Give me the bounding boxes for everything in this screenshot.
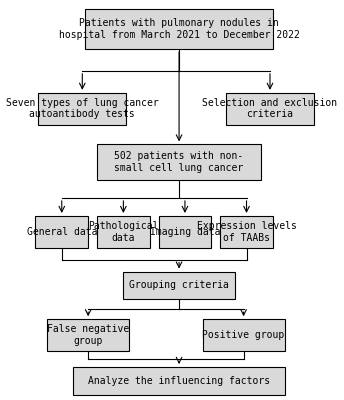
Text: Selection and exclusion
criteria: Selection and exclusion criteria	[202, 98, 337, 120]
FancyBboxPatch shape	[85, 9, 273, 49]
FancyBboxPatch shape	[203, 319, 284, 351]
Text: Seven types of lung cancer
autoantibody tests: Seven types of lung cancer autoantibody …	[6, 98, 159, 120]
FancyBboxPatch shape	[97, 216, 150, 248]
FancyBboxPatch shape	[159, 216, 211, 248]
FancyBboxPatch shape	[123, 272, 235, 299]
FancyBboxPatch shape	[38, 93, 126, 124]
Text: Grouping criteria: Grouping criteria	[129, 280, 229, 290]
Text: Positive group: Positive group	[203, 330, 285, 340]
Text: False negative
group: False negative group	[47, 324, 129, 346]
FancyBboxPatch shape	[226, 93, 314, 124]
Text: Analyze the influencing factors: Analyze the influencing factors	[88, 376, 270, 386]
FancyBboxPatch shape	[35, 216, 88, 248]
Text: Expression levels
of TAABs: Expression levels of TAABs	[196, 221, 297, 242]
Text: Pathological
data: Pathological data	[88, 221, 159, 242]
FancyBboxPatch shape	[47, 319, 129, 351]
Text: 502 patients with non-
small cell lung cancer: 502 patients with non- small cell lung c…	[115, 152, 244, 173]
FancyBboxPatch shape	[220, 216, 273, 248]
FancyBboxPatch shape	[97, 144, 261, 180]
Text: Patients with pulmonary nodules in
hospital from March 2021 to December 2022: Patients with pulmonary nodules in hospi…	[58, 18, 300, 40]
FancyBboxPatch shape	[74, 367, 284, 395]
Text: General data: General data	[26, 227, 97, 237]
Text: Imaging data: Imaging data	[150, 227, 220, 237]
